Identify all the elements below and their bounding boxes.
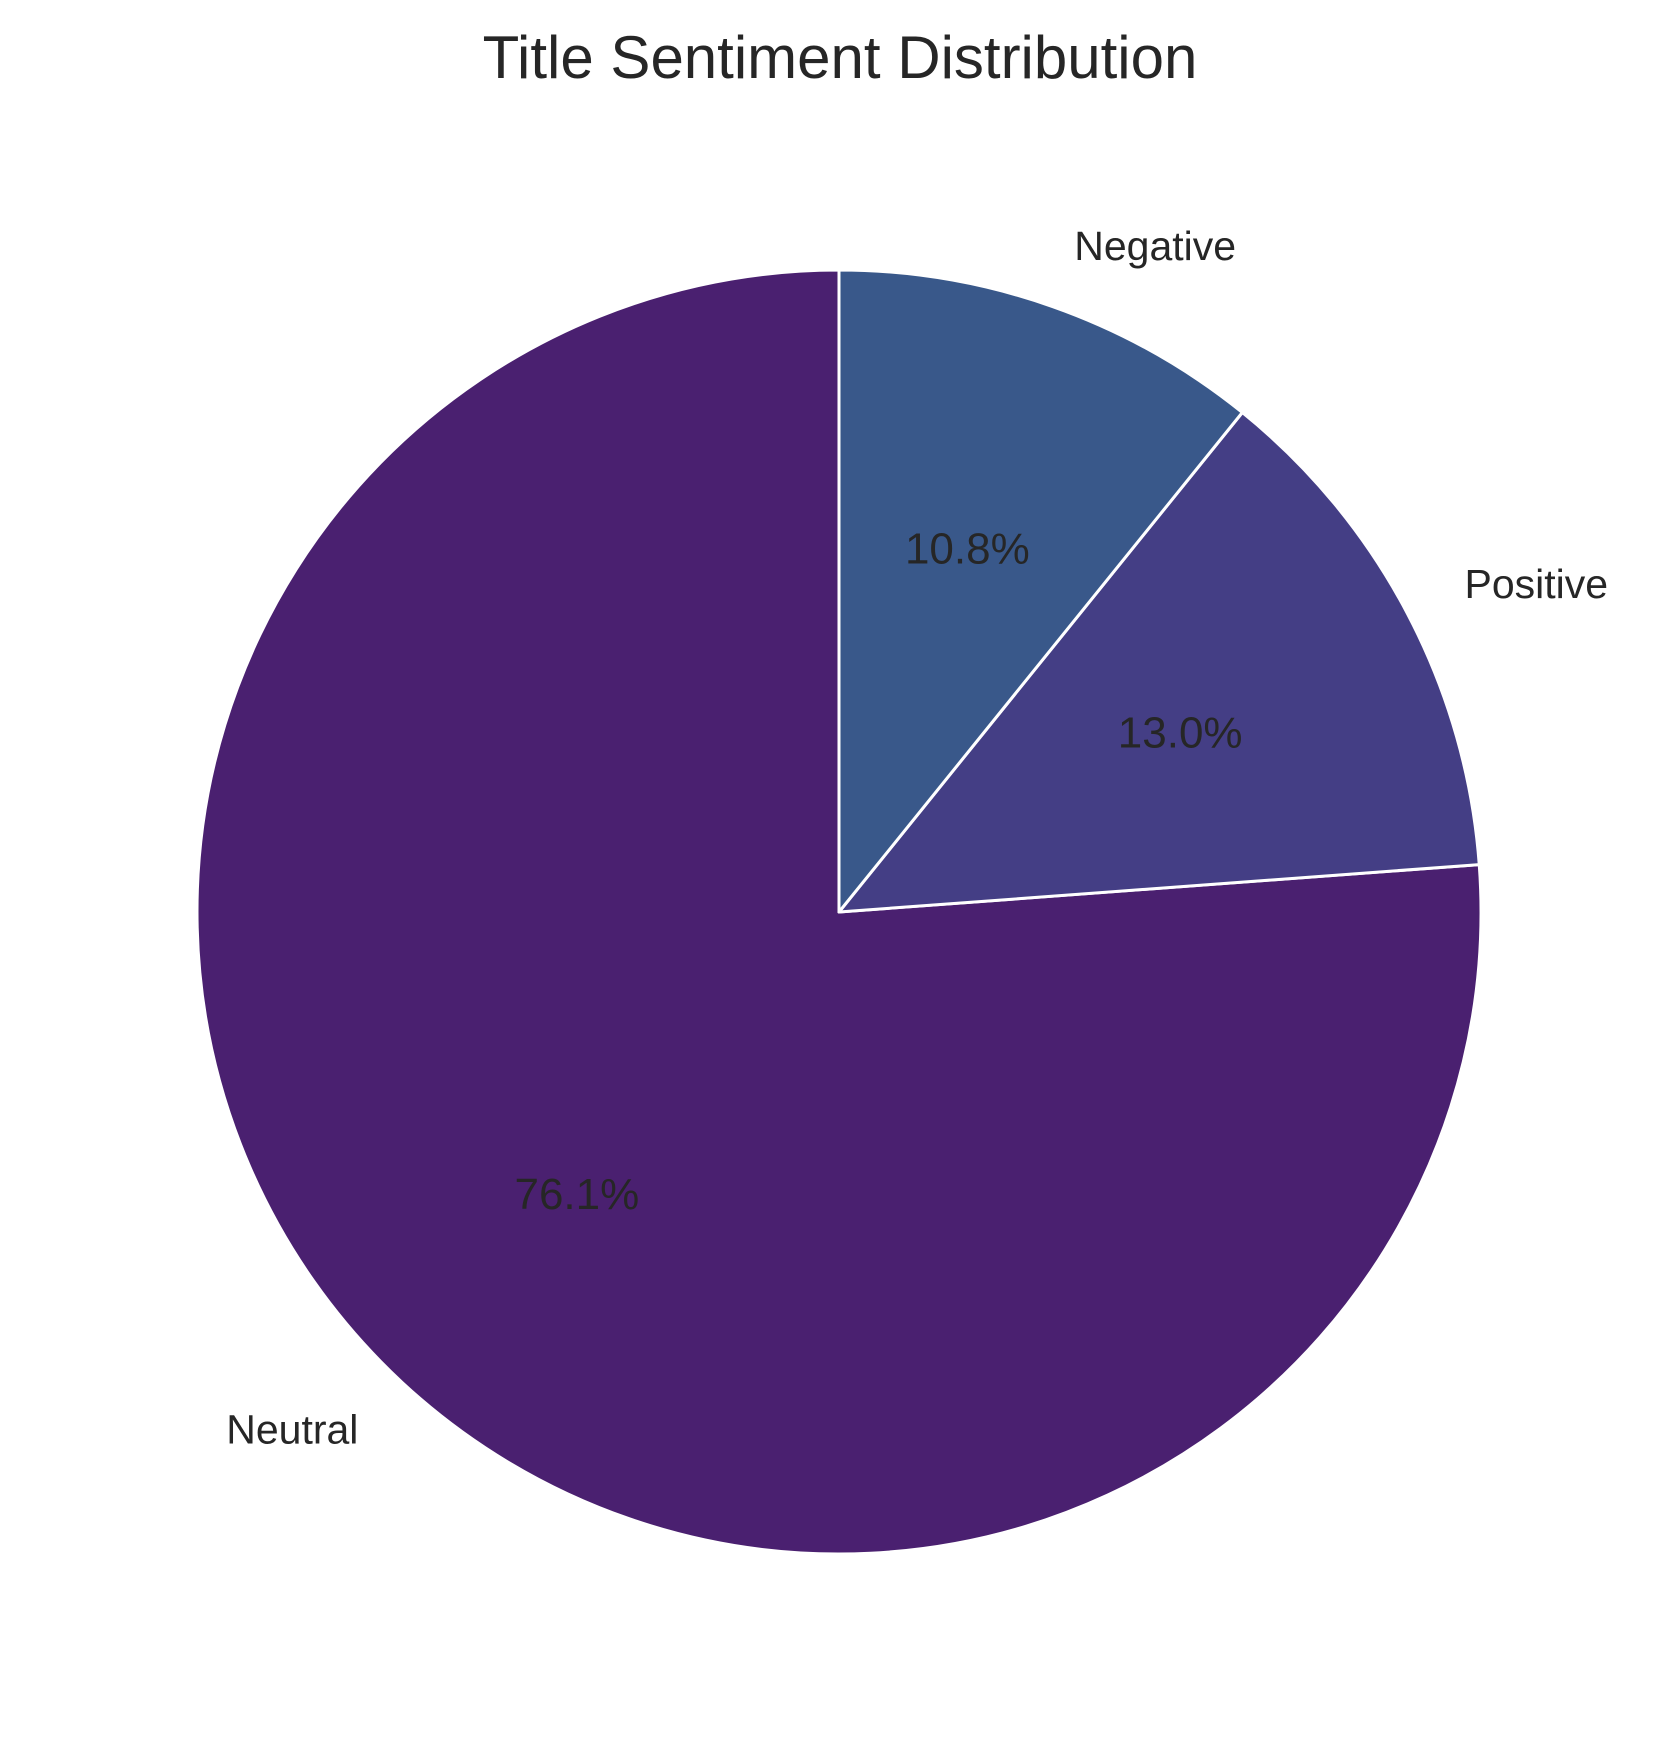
- slice-label-neutral: Neutral: [226, 1406, 358, 1452]
- pie-labels: Neutral 76.1% Positive 13.0% Negative 10.8%: [226, 223, 1608, 1452]
- chart-title: Title Sentiment Distribution: [483, 24, 1198, 91]
- slice-percent-positive: 13.0%: [1118, 709, 1243, 758]
- pie-slices: [195, 268, 1483, 1556]
- pie-slice-positive: [837, 411, 1481, 914]
- slice-percent-neutral: 76.1%: [514, 1170, 639, 1219]
- pie-slice-negative: [837, 268, 1244, 914]
- slice-label-negative: Negative: [1074, 223, 1236, 269]
- slice-label-positive: Positive: [1465, 561, 1609, 607]
- slice-percent-negative: 10.8%: [905, 524, 1030, 573]
